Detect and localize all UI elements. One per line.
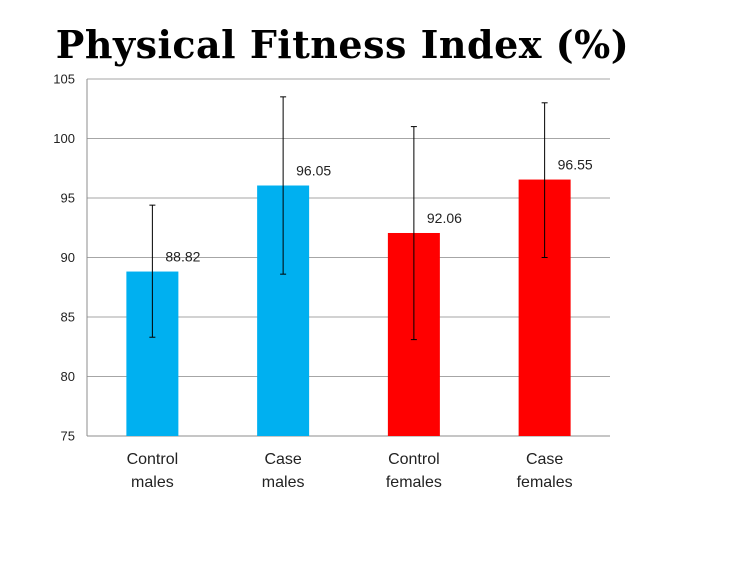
data-label: 92.06 [427, 210, 462, 226]
y-tick-label: 90 [61, 250, 75, 265]
y-tick-label: 80 [61, 369, 75, 384]
category-label: males [262, 474, 305, 491]
category-label: females [517, 474, 573, 491]
category-label: Control [127, 451, 179, 468]
y-tick-label: 100 [53, 131, 75, 146]
data-label: 96.05 [296, 163, 331, 179]
labels: 75 80 85 90 95 100 105 88.82 Control males 96.05 Ca… [53, 72, 593, 492]
category-label: females [386, 474, 442, 491]
y-tick-label: 105 [53, 72, 75, 87]
category-label: males [131, 474, 174, 491]
bars [126, 179, 571, 436]
data-label: 96.55 [558, 157, 593, 173]
category-label: Control [388, 451, 440, 468]
y-tick-label: 75 [61, 429, 75, 444]
data-label: 88.82 [165, 249, 200, 265]
y-tick-label: 95 [61, 191, 75, 206]
chart-title: Physical Fitness Index (%) [55, 22, 630, 67]
category-label: Case [526, 451, 563, 468]
error-bars [149, 96, 548, 341]
y-tick-label: 85 [61, 310, 75, 325]
category-label: Case [264, 451, 301, 468]
